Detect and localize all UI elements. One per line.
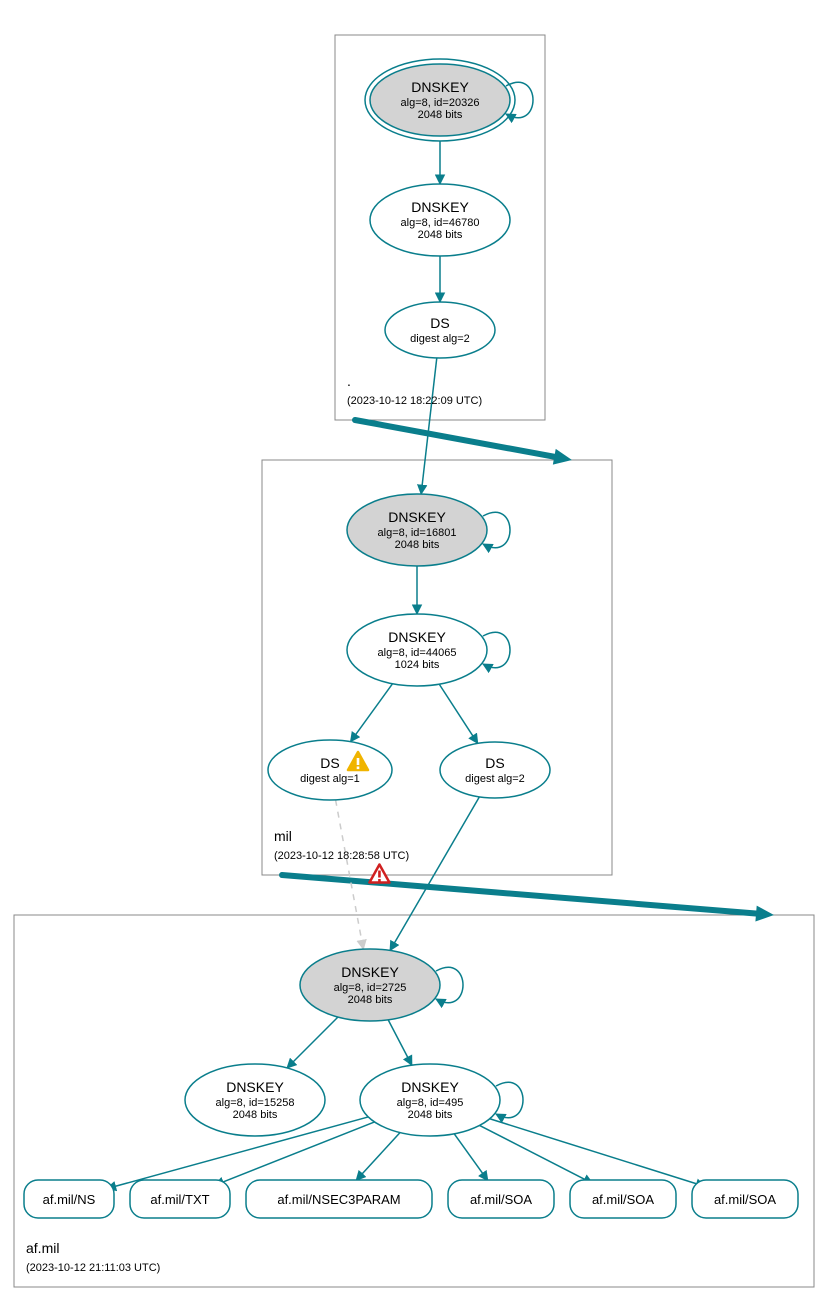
edge-mil-ds2-af-ksk	[390, 797, 479, 951]
zone-timestamp-mil: (2023-10-12 18:28:58 UTC)	[274, 850, 409, 862]
node-sub2: 2048 bits	[418, 229, 463, 241]
rrset-label: af.mil/SOA	[470, 1192, 532, 1207]
rrset-label: af.mil/SOA	[714, 1192, 776, 1207]
node-sub2: 2048 bits	[233, 1109, 278, 1121]
node-sub1: alg=8, id=44065	[378, 647, 457, 659]
node-sub1: alg=8, id=16801	[378, 527, 457, 539]
node-root-ds: DS digest alg=2	[385, 302, 495, 358]
node-title: DNSKEY	[411, 199, 469, 215]
rrset-rr-soa3: af.mil/SOA	[692, 1180, 798, 1218]
node-mil-ds1: DS digest alg=1	[268, 740, 392, 800]
node-sub1: alg=8, id=46780	[401, 217, 480, 229]
node-sub1: digest alg=1	[300, 773, 360, 785]
zone-label-root: .	[347, 373, 351, 389]
node-title: DNSKEY	[388, 629, 446, 645]
zone-arrow	[282, 875, 762, 914]
node-af-ksk: DNSKEY alg=8, id=27252048 bits	[300, 949, 463, 1021]
edge-af-zsk2-rr-n3p	[356, 1133, 400, 1181]
node-root-zsk: DNSKEY alg=8, id=467802048 bits	[370, 184, 510, 256]
node-sub1: alg=8, id=20326	[401, 97, 480, 109]
node-title: DS	[430, 315, 449, 331]
node-root-ksk: DNSKEY alg=8, id=203262048 bits	[365, 59, 533, 141]
node-title: DNSKEY	[388, 509, 446, 525]
error-icon	[369, 865, 389, 883]
edge-mil-zsk-mil-ds1	[351, 684, 393, 742]
node-sub1: alg=8, id=15258	[216, 1097, 295, 1109]
node-title: DNSKEY	[341, 964, 399, 980]
rrset-rr-soa2: af.mil/SOA	[570, 1180, 676, 1218]
zone-timestamp-afmil: (2023-10-12 21:11:03 UTC)	[26, 1262, 160, 1274]
node-mil-ds2: DS digest alg=2	[440, 742, 550, 798]
zone-arrow	[355, 420, 560, 458]
node-sub2: 2048 bits	[348, 994, 393, 1006]
edge-af-ksk-af-zsk2	[388, 1020, 412, 1065]
node-sub2: 2048 bits	[418, 109, 463, 121]
rrset-label: af.mil/NSEC3PARAM	[277, 1192, 400, 1207]
edge-af-zsk2-rr-soa1	[454, 1134, 488, 1181]
node-sub1: alg=8, id=495	[397, 1097, 464, 1109]
rrset-rr-n3p: af.mil/NSEC3PARAM	[246, 1180, 432, 1218]
node-title: DS	[320, 755, 339, 771]
zone-label-mil: mil	[274, 828, 292, 844]
edge-af-zsk2-rr-soa3	[490, 1119, 705, 1187]
edge-root-ds-mil-ksk	[421, 358, 437, 494]
rrset-label: af.mil/TXT	[150, 1192, 209, 1207]
rrset-label: af.mil/NS	[43, 1192, 96, 1207]
node-title: DNSKEY	[411, 79, 469, 95]
node-sub2: 2048 bits	[395, 539, 440, 551]
node-sub1: digest alg=2	[465, 773, 525, 785]
node-sub2: 1024 bits	[395, 659, 440, 671]
node-mil-zsk: DNSKEY alg=8, id=440651024 bits	[347, 614, 510, 686]
zone-timestamp-root: (2023-10-12 18:22:09 UTC)	[347, 395, 482, 407]
rrset-rr-soa1: af.mil/SOA	[448, 1180, 554, 1218]
rrset-label: af.mil/SOA	[592, 1192, 654, 1207]
zone-label-afmil: af.mil	[26, 1240, 59, 1256]
node-af-zsk1: DNSKEY alg=8, id=152582048 bits	[185, 1064, 325, 1136]
node-title: DS	[485, 755, 504, 771]
node-title: DNSKEY	[401, 1079, 459, 1095]
rrset-rr-ns: af.mil/NS	[24, 1180, 114, 1218]
rrset-rr-txt: af.mil/TXT	[130, 1180, 230, 1218]
node-af-zsk2: DNSKEY alg=8, id=4952048 bits	[360, 1064, 523, 1136]
node-mil-ksk: DNSKEY alg=8, id=168012048 bits	[347, 494, 510, 566]
node-sub1: alg=8, id=2725	[334, 982, 407, 994]
node-sub2: 2048 bits	[408, 1109, 453, 1121]
node-title: DNSKEY	[226, 1079, 284, 1095]
edge-mil-zsk-mil-ds2	[439, 684, 478, 743]
edge-af-ksk-af-zsk1	[287, 1017, 338, 1068]
node-sub1: digest alg=2	[410, 333, 470, 345]
